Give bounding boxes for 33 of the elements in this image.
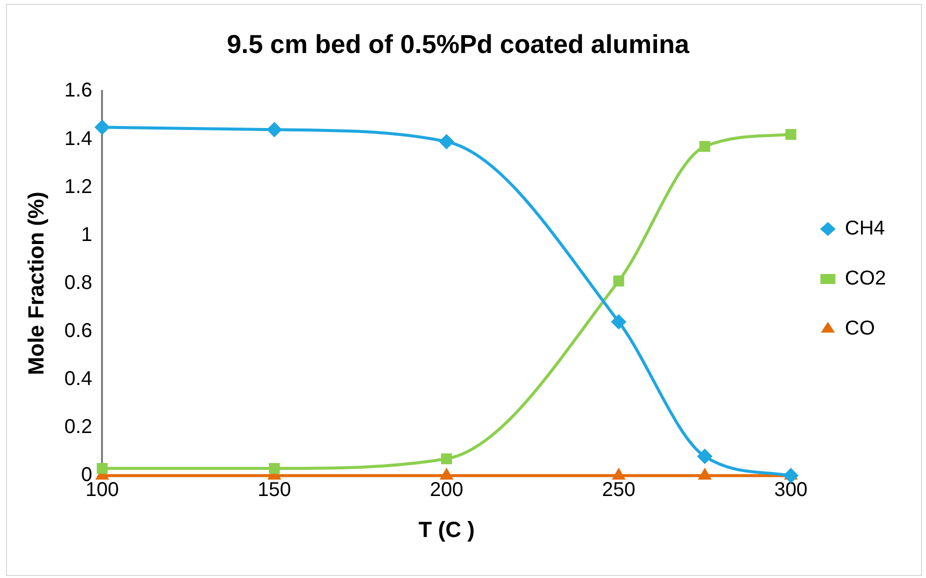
- point: [613, 276, 624, 286]
- legend-label: CO2: [844, 268, 886, 290]
- point: [96, 462, 108, 474]
- legend-label: CO: [844, 318, 875, 340]
- point: [266, 122, 282, 138]
- point: [439, 134, 454, 150]
- point: [612, 468, 626, 480]
- point: [268, 462, 280, 474]
- point: [699, 141, 710, 152]
- y-tick-label: 0.6: [64, 320, 92, 342]
- y-axis-title: Mole Fraction (%): [23, 192, 48, 376]
- y-tick-label: 1.6: [64, 80, 92, 102]
- legend-label: CH4: [844, 218, 885, 240]
- chart-title: 9.5 cm bed of 0.5%Pd coated alumina: [226, 28, 690, 59]
- y-tick-label: 0.2: [64, 416, 92, 438]
- point: [611, 314, 626, 330]
- y-tick-label: 1.4: [64, 128, 92, 150]
- point: [698, 468, 712, 480]
- y-tick-label: 1: [81, 224, 92, 246]
- y-tick-label: 0.4: [64, 368, 92, 390]
- x-tick-label: 150: [258, 479, 292, 502]
- y-tick-label: 1.2: [64, 176, 92, 198]
- x-axis-title: T (C ): [418, 516, 475, 542]
- point: [785, 128, 796, 140]
- x-tick-label: 200: [430, 479, 464, 502]
- point: [697, 448, 712, 464]
- x-tick-label: 300: [774, 479, 808, 502]
- point: [441, 453, 452, 464]
- y-tick-label: 0.8: [64, 272, 92, 294]
- point: [440, 468, 454, 480]
- x-tick-label: 250: [602, 479, 636, 502]
- point: [94, 120, 110, 135]
- point: [783, 468, 798, 484]
